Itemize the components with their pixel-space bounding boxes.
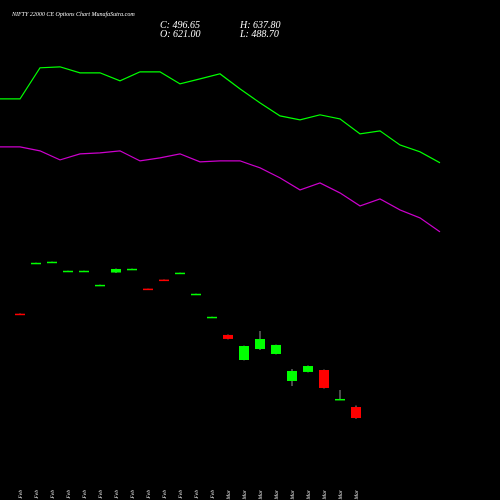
candle-body: [79, 270, 89, 273]
candle-body: [31, 262, 41, 265]
candle-body: [303, 366, 313, 372]
candle-body: [15, 313, 25, 316]
x-tick-label: 16 Feb: [114, 490, 120, 500]
candle-body: [223, 334, 233, 339]
candle-body: [255, 339, 265, 350]
candle-body: [63, 270, 73, 273]
x-tick-label: 06 Mar: [274, 489, 280, 500]
x-tick-label: 02 Mar: [226, 489, 232, 500]
candle-body: [143, 288, 153, 291]
candle-body: [127, 268, 137, 271]
x-tick-label: 06 Feb: [82, 490, 88, 500]
candle-body: [159, 279, 169, 282]
x-tick-label: 23 Feb: [178, 490, 184, 500]
x-tick-label: 03 Feb: [34, 490, 40, 500]
close-label: C: 496.65: [160, 20, 200, 31]
candle-body: [191, 293, 201, 296]
chart-title: NIFTY 22000 CE Options Chart MunafaSutra…: [11, 11, 135, 18]
x-tick-label: 05 Feb: [66, 490, 72, 500]
moving-average-line: [0, 146, 441, 233]
open-label: O: 621.00: [160, 29, 201, 40]
moving-average-line: [0, 66, 441, 164]
candle-body: [111, 268, 121, 273]
candle-body: [287, 370, 297, 381]
x-tick-label: 19 Feb: [146, 490, 152, 500]
x-tick-label: 11 Mar: [322, 489, 328, 500]
candle-body: [95, 284, 105, 287]
candle-body: [351, 407, 361, 419]
x-tick-label: 20 Feb: [162, 490, 168, 500]
high-label: H: 637.80: [239, 20, 281, 31]
x-tick-label: 05 Mar: [258, 489, 264, 500]
x-tick-label: 09 Mar: [290, 489, 296, 500]
x-tick-label: 10 Mar: [306, 489, 312, 500]
candle-body: [239, 346, 249, 360]
candle-body: [207, 316, 217, 319]
x-tick-label: 13 Mar: [354, 489, 360, 500]
x-tick-label: 24 Feb: [193, 490, 200, 500]
candle-body: [47, 261, 57, 264]
candle-body: [335, 398, 345, 401]
low-label: L: 488.70: [239, 29, 279, 40]
x-tick-label: 12 Mar: [338, 489, 344, 500]
x-tick-label: 02 Feb: [18, 490, 24, 500]
candle-body: [175, 272, 185, 275]
x-tick-label: 04 Feb: [49, 490, 56, 500]
x-tick-label: 04 Mar: [241, 489, 248, 500]
x-tick-label: 13 Feb: [98, 490, 104, 500]
candle-body: [271, 344, 281, 354]
x-tick-label: 27 Feb: [210, 490, 216, 500]
x-tick-label: 17 Feb: [130, 490, 136, 500]
candle-body: [319, 370, 329, 388]
